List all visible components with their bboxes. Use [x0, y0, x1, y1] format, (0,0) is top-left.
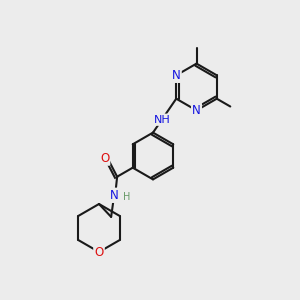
- Text: NH: NH: [154, 115, 170, 125]
- Text: H: H: [123, 192, 130, 202]
- Text: N: N: [110, 189, 118, 202]
- Text: N: N: [172, 69, 181, 82]
- Text: N: N: [192, 104, 201, 117]
- Text: O: O: [94, 245, 103, 259]
- Text: O: O: [100, 152, 109, 165]
